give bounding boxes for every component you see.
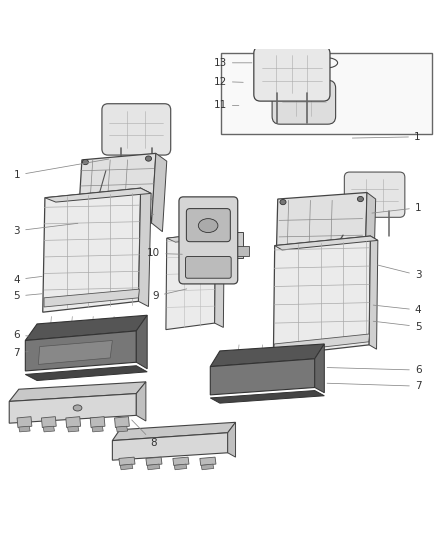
Ellipse shape xyxy=(297,81,311,90)
Ellipse shape xyxy=(73,405,82,411)
Polygon shape xyxy=(44,289,139,307)
Text: 5: 5 xyxy=(373,321,421,332)
Ellipse shape xyxy=(357,197,364,201)
Polygon shape xyxy=(365,192,376,282)
Polygon shape xyxy=(113,433,228,460)
FancyBboxPatch shape xyxy=(272,80,336,124)
FancyBboxPatch shape xyxy=(186,208,230,241)
Text: 5: 5 xyxy=(14,291,42,301)
Polygon shape xyxy=(210,391,324,403)
Text: 13: 13 xyxy=(214,58,252,68)
FancyBboxPatch shape xyxy=(344,172,405,217)
Polygon shape xyxy=(273,236,371,356)
Polygon shape xyxy=(369,236,378,349)
Text: 11: 11 xyxy=(214,100,239,110)
Bar xyxy=(221,53,432,134)
Text: 7: 7 xyxy=(14,348,28,358)
Polygon shape xyxy=(9,393,136,423)
Polygon shape xyxy=(19,426,30,432)
Text: 4: 4 xyxy=(373,305,421,315)
Text: 4: 4 xyxy=(14,274,42,285)
Polygon shape xyxy=(115,417,129,427)
Text: 7: 7 xyxy=(327,381,421,391)
Polygon shape xyxy=(210,344,324,367)
Polygon shape xyxy=(43,188,141,312)
Polygon shape xyxy=(43,426,54,432)
Polygon shape xyxy=(147,464,160,470)
Text: 12: 12 xyxy=(214,77,243,86)
Polygon shape xyxy=(167,232,224,242)
Polygon shape xyxy=(200,457,216,465)
Polygon shape xyxy=(152,154,167,232)
Ellipse shape xyxy=(145,216,152,221)
Text: 6: 6 xyxy=(14,330,28,340)
Text: 3: 3 xyxy=(378,265,421,280)
Polygon shape xyxy=(116,426,127,432)
Polygon shape xyxy=(146,457,162,465)
FancyBboxPatch shape xyxy=(254,47,330,101)
Polygon shape xyxy=(136,315,147,369)
Polygon shape xyxy=(17,417,32,427)
Polygon shape xyxy=(9,382,146,401)
Polygon shape xyxy=(215,232,224,327)
Ellipse shape xyxy=(280,199,286,205)
Polygon shape xyxy=(25,315,147,341)
Ellipse shape xyxy=(82,159,88,165)
Ellipse shape xyxy=(288,69,320,92)
Polygon shape xyxy=(136,382,146,421)
Polygon shape xyxy=(275,236,378,250)
FancyBboxPatch shape xyxy=(102,104,171,155)
Polygon shape xyxy=(25,366,147,381)
Polygon shape xyxy=(39,341,113,365)
Polygon shape xyxy=(67,426,79,432)
Polygon shape xyxy=(228,422,236,457)
Ellipse shape xyxy=(280,275,286,280)
Polygon shape xyxy=(113,422,236,441)
Polygon shape xyxy=(66,417,81,427)
Polygon shape xyxy=(78,154,156,232)
Ellipse shape xyxy=(82,217,88,222)
FancyBboxPatch shape xyxy=(185,256,231,278)
Text: 1: 1 xyxy=(372,203,421,213)
Polygon shape xyxy=(42,417,56,427)
Ellipse shape xyxy=(145,156,152,161)
Ellipse shape xyxy=(308,72,321,82)
Text: 10: 10 xyxy=(147,248,182,259)
Polygon shape xyxy=(173,457,189,465)
Ellipse shape xyxy=(198,219,218,232)
Polygon shape xyxy=(174,464,187,470)
Text: 6: 6 xyxy=(327,365,421,375)
Polygon shape xyxy=(90,417,105,427)
Text: 1: 1 xyxy=(14,159,109,180)
Polygon shape xyxy=(315,344,324,393)
Polygon shape xyxy=(119,457,135,465)
Text: 1: 1 xyxy=(352,132,420,142)
Polygon shape xyxy=(138,188,151,306)
Bar xyxy=(233,246,249,256)
Polygon shape xyxy=(92,426,103,432)
Ellipse shape xyxy=(357,271,364,276)
Polygon shape xyxy=(276,192,367,284)
Polygon shape xyxy=(45,188,151,202)
Bar xyxy=(233,232,243,258)
Polygon shape xyxy=(210,359,315,395)
Text: 3: 3 xyxy=(14,223,78,236)
Ellipse shape xyxy=(286,72,300,82)
FancyBboxPatch shape xyxy=(179,197,238,284)
Polygon shape xyxy=(166,232,215,329)
Polygon shape xyxy=(120,464,133,470)
Polygon shape xyxy=(274,334,370,353)
Polygon shape xyxy=(201,464,214,470)
Text: 8: 8 xyxy=(132,420,157,448)
Polygon shape xyxy=(25,331,136,371)
Text: 9: 9 xyxy=(152,289,187,301)
